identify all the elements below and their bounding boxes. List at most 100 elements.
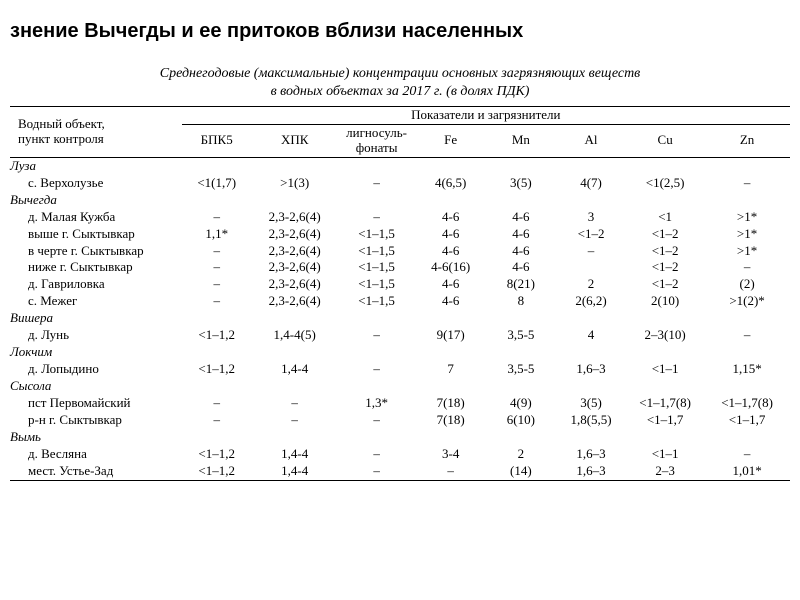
cell: 4-6 — [486, 226, 556, 243]
cell: 4-6 — [486, 209, 556, 226]
cell: 4-6 — [486, 259, 556, 276]
cell: <1–2 — [556, 226, 626, 243]
cell: 2(10) — [626, 293, 704, 310]
row-label: выше г. Сыктывкар — [10, 226, 182, 243]
cell: >1(3) — [252, 175, 338, 192]
cell: <1–2 — [626, 259, 704, 276]
cell: <1–2 — [626, 243, 704, 260]
cell: 3-4 — [416, 446, 486, 463]
cell: 4 — [556, 327, 626, 344]
cell: 4(9) — [486, 395, 556, 412]
group-label: Локчим — [10, 344, 182, 361]
cell: – — [182, 209, 252, 226]
group-label: Сысола — [10, 378, 182, 395]
row-label: ниже г. Сыктывкар — [10, 259, 182, 276]
row-label: в черте г. Сыктывкар — [10, 243, 182, 260]
cell: – — [338, 175, 416, 192]
row-label: мест. Устье-Зад — [10, 463, 182, 480]
cell: – — [252, 412, 338, 429]
header-col-1: ХПК — [252, 124, 338, 157]
cell: 1,6–3 — [556, 463, 626, 480]
cell: 3(5) — [556, 395, 626, 412]
cell: <1(1,7) — [182, 175, 252, 192]
row-label: р-н г. Сыктывкар — [10, 412, 182, 429]
cell: – — [182, 276, 252, 293]
row-label: с. Межег — [10, 293, 182, 310]
cell: 8 — [486, 293, 556, 310]
row-label: с. Верхолузье — [10, 175, 182, 192]
header-col-7: Zn — [704, 124, 790, 157]
header-object: Водный объект,пункт контроля — [10, 107, 182, 158]
cell: 4-6 — [416, 209, 486, 226]
cell: – — [704, 259, 790, 276]
cell: 3,5-5 — [486, 361, 556, 378]
row-label: д. Малая Кужба — [10, 209, 182, 226]
cell: 3(5) — [486, 175, 556, 192]
cell: <1–1,7 — [704, 412, 790, 429]
cell: 8(21) — [486, 276, 556, 293]
cell: 1,6–3 — [556, 361, 626, 378]
header-col-0: БПК5 — [182, 124, 252, 157]
table-caption: Среднегодовые (максимальные) концентраци… — [10, 65, 790, 100]
cell: <1–1,5 — [338, 293, 416, 310]
cell: 2,3-2,6(4) — [252, 293, 338, 310]
cell: 1,6–3 — [556, 446, 626, 463]
cell: – — [704, 327, 790, 344]
cell: – — [182, 293, 252, 310]
cell: <1–1,2 — [182, 361, 252, 378]
cell: <1 — [626, 209, 704, 226]
cell: 1,1* — [182, 226, 252, 243]
cell: (2) — [704, 276, 790, 293]
cell: <1–1,5 — [338, 243, 416, 260]
cell: – — [704, 175, 790, 192]
row-label: д. Лопыдино — [10, 361, 182, 378]
caption-line-1: Среднегодовые (максимальные) концентраци… — [160, 66, 641, 81]
group-label: Вычегда — [10, 192, 182, 209]
cell: 7 — [416, 361, 486, 378]
caption-line-2: в водных объектах за 2017 г. (в долях ПД… — [271, 84, 530, 99]
cell: – — [338, 209, 416, 226]
cell: <1–1,2 — [182, 446, 252, 463]
cell: 2,3-2,6(4) — [252, 243, 338, 260]
cell: – — [182, 243, 252, 260]
cell: >1* — [704, 209, 790, 226]
header-col-2: лигносуль-фонаты — [338, 124, 416, 157]
cell: 4(7) — [556, 175, 626, 192]
cell: 1,4-4(5) — [252, 327, 338, 344]
cell: 4(6,5) — [416, 175, 486, 192]
cell: – — [182, 412, 252, 429]
cell: 6(10) — [486, 412, 556, 429]
cell: 4-6 — [416, 243, 486, 260]
cell: 7(18) — [416, 395, 486, 412]
cell: 4-6(16) — [416, 259, 486, 276]
cell: 2,3-2,6(4) — [252, 259, 338, 276]
cell: 2–3(10) — [626, 327, 704, 344]
cell: 1,01* — [704, 463, 790, 480]
cell: <1–1 — [626, 446, 704, 463]
group-label: Луза — [10, 157, 182, 174]
cell: <1–2 — [626, 276, 704, 293]
slide-title: знение Вычегды и ее притоков вблизи насе… — [10, 20, 790, 43]
cell: >1* — [704, 226, 790, 243]
cell: <1–1,2 — [182, 327, 252, 344]
cell: – — [416, 463, 486, 480]
header-col-3: Fe — [416, 124, 486, 157]
cell: 1,4-4 — [252, 446, 338, 463]
cell: <1–1,5 — [338, 226, 416, 243]
group-label: Вишера — [10, 310, 182, 327]
row-label: пст Первомайский — [10, 395, 182, 412]
cell: – — [704, 446, 790, 463]
header-col-5: Al — [556, 124, 626, 157]
cell: 2,3-2,6(4) — [252, 276, 338, 293]
cell: 4-6 — [486, 243, 556, 260]
cell — [556, 259, 626, 276]
cell: 4-6 — [416, 226, 486, 243]
cell: 2,3-2,6(4) — [252, 209, 338, 226]
cell: <1–1,7 — [626, 412, 704, 429]
cell: <1–1,2 — [182, 463, 252, 480]
cell: <1–1 — [626, 361, 704, 378]
cell: >1(2)* — [704, 293, 790, 310]
row-label: д. Весляна — [10, 446, 182, 463]
cell: 2 — [486, 446, 556, 463]
group-label: Вымь — [10, 429, 182, 446]
